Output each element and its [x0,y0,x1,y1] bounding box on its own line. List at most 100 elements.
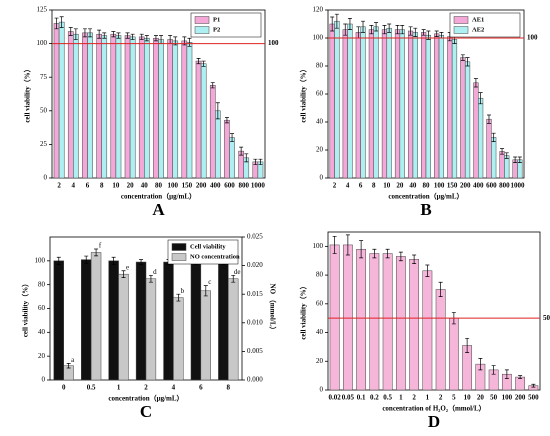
error-bar [374,22,379,32]
bar [108,260,119,381]
bar [369,253,380,391]
bar [434,33,440,179]
x-tick-label: 200 [515,394,526,402]
error-bar [491,365,496,375]
error-bar [408,26,413,36]
error-bar [413,27,418,37]
significance-letter: a [71,356,75,364]
error-bar [478,358,483,371]
y-tick-label: 20 [316,357,324,365]
bar [118,273,129,381]
x-tick-label: 1 [399,394,403,402]
bar [412,32,418,179]
bar [145,278,157,381]
legend-label: Cell viability [190,243,226,250]
error-bar [230,133,235,143]
error-bar [425,264,430,277]
bar [110,33,117,179]
y2-axis-label: NO （mmol/L） [268,284,276,334]
y-tick-label: 0 [320,386,324,394]
x-tick-label: 10 [464,394,472,402]
x-axis-label: concentration（μg/mL） [388,193,463,201]
bar [82,32,88,179]
bar [460,57,466,179]
x-tick-label: 40 [141,182,149,190]
bar [163,261,174,381]
y-tick-label: 20 [316,146,324,154]
error-bar [473,78,478,88]
panel-label: B [420,200,431,219]
x-tick-label: 20 [127,182,135,190]
bar [447,36,453,179]
legend-label: AE1 [472,16,484,23]
bar [425,34,431,179]
error-bar [94,248,99,257]
error-bar [139,33,144,40]
y-tick-label: 80 [316,62,324,70]
bar [195,60,202,179]
error-bar [343,23,348,36]
error-bar [153,35,158,42]
error-bar [330,16,335,32]
panel-label: D [428,412,440,431]
bar [486,118,492,179]
legend-label: P1 [213,16,220,23]
error-bar [491,132,496,142]
bar [491,137,497,179]
x-tick-label: 4 [172,384,176,392]
bar [407,30,414,179]
significance-letter: c [208,278,211,286]
bar [451,39,458,179]
error-bar [121,270,126,278]
bar [90,252,102,381]
error-bar [139,259,144,265]
y-tick-label: 100 [35,256,46,264]
bar [342,29,348,179]
y-tick-label: 100 [313,34,324,42]
bar [115,35,122,179]
y-tick-label: 120 [313,6,324,14]
bar [129,36,136,179]
y-axis-label: cell viability（%） [300,282,308,339]
bar [186,42,193,179]
bar [422,270,433,391]
y-tick-label: 0 [320,174,324,182]
y-axis-label: cell viability（%） [22,280,30,337]
y-tick-label: 80 [316,271,324,279]
bar [356,248,367,391]
significance-letter: e [126,263,129,271]
error-bar [111,256,116,265]
error-bar [347,18,352,30]
bar [228,278,239,381]
x-tick-label: 100 [167,182,178,190]
error-bar [372,248,377,259]
error-bar [116,32,121,39]
bar [53,23,60,179]
y2-tick-label: 0.000 [247,376,263,384]
error-bar [73,28,78,40]
bar [67,31,74,179]
error-bar [395,25,400,35]
x-tick-label: 1 [117,384,121,392]
x-tick-label: 50 [490,394,498,402]
reference-label: 100 [527,34,538,42]
y-tick-label: 25 [40,140,48,148]
error-bar [465,57,470,67]
legend-swatch [171,243,187,251]
y-tick-label: 40 [316,118,324,126]
bar [515,376,526,391]
bar [181,40,188,179]
reference-label: 100 [268,39,279,47]
error-bar [400,25,405,35]
panel-label: C [140,402,152,421]
significance-letter: b [181,287,185,295]
x-tick-label: 0.2 [370,394,379,402]
bar [386,27,392,179]
error-bar [210,82,215,89]
legend-label: AE2 [472,26,484,33]
y2-tick-label: 0.020 [247,261,263,269]
x-tick-label: 80 [155,182,163,190]
x-tick-label: 4 [72,182,76,190]
error-bar [438,281,443,297]
